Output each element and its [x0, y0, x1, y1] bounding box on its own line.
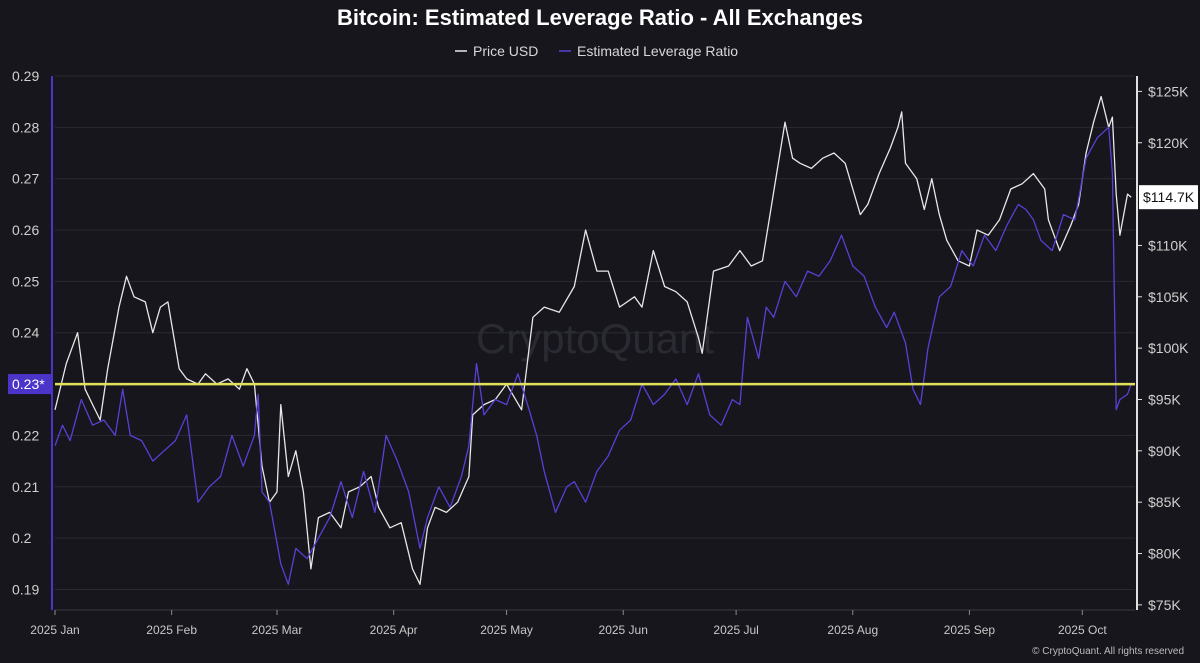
y-left-tick-label: 0.25 — [12, 273, 39, 289]
y-right-tick-label: $85K — [1148, 494, 1181, 510]
x-tick-label: 2025 Jul — [713, 623, 758, 637]
series-line-leverage — [54, 126, 1132, 585]
axes — [51, 76, 1138, 611]
chart-title: Bitcoin: Estimated Leverage Ratio - All … — [337, 5, 863, 30]
legend: Price USD Estimated Leverage Ratio — [455, 43, 738, 59]
legend-label-price: Price USD — [473, 43, 538, 59]
y-left-tick-label: 0.19 — [12, 581, 39, 597]
y-left-tick-label: 0.21 — [12, 479, 39, 495]
last-price-badge-label: $114.7K — [1143, 189, 1195, 205]
last-price-badge-bg — [1139, 185, 1198, 210]
y-right-ticks: $75K $80K $85K $90K $95K $100K $105K $110K $120K… — [1137, 83, 1189, 613]
y-right-tick-label: $90K — [1148, 443, 1181, 459]
y-left-tick-label: 0.24 — [12, 325, 39, 341]
y-right-tick-label: $75K — [1148, 597, 1181, 613]
y-right-tick-label: $100K — [1148, 340, 1189, 356]
y-right-tick-label: $120K — [1148, 135, 1189, 151]
y-left-tick-label: 0.2 — [12, 530, 32, 546]
x-tick-label: 2025 Aug — [827, 623, 878, 637]
x-tick-label: 2025 Jan — [30, 623, 79, 637]
y-right-tick-label: $125K — [1148, 83, 1189, 99]
x-tick-label: 2025 Oct — [1058, 623, 1107, 637]
reference-label: 0.23* — [12, 376, 45, 392]
y-right-tick-label: $110K — [1148, 237, 1188, 253]
y-left-tick-label: 0.29 — [12, 68, 39, 84]
y-right-tick-label: $95K — [1148, 391, 1181, 407]
watermark: CryptoQuant — [476, 315, 714, 362]
x-tick-label: 2025 Apr — [370, 623, 418, 637]
markers: $114.7K — [1139, 185, 1198, 210]
x-tick-label: 2025 Feb — [146, 623, 197, 637]
grid — [55, 75, 1135, 590]
y-left-tick-label: 0.22 — [12, 427, 39, 443]
y-right-tick-label: $80K — [1148, 546, 1181, 562]
reference-line-group: 0.23* — [8, 374, 1135, 395]
series-price — [54, 95, 1132, 585]
y-left-tick-label: 0.27 — [12, 171, 39, 187]
credit-text: © CryptoQuant. All rights reserved — [1032, 646, 1184, 657]
y-left-ticks: 0.19 0.2 0.21 0.22 0.24 0.25 0.26 0.27 0.28 0.29 — [12, 68, 39, 597]
y-left-tick-label: 0.26 — [12, 222, 39, 238]
x-tick-label: 2025 Sep — [944, 623, 996, 637]
x-tick-label: 2025 Mar — [252, 623, 303, 637]
legend-label-leverage: Estimated Leverage Ratio — [577, 43, 738, 59]
x-tick-label: 2025 May — [480, 623, 533, 637]
reference-label-bg — [8, 374, 52, 395]
series-leverage — [54, 126, 1132, 585]
y-right-tick-label: $105K — [1148, 289, 1189, 305]
x-ticks: 2025 Jan 2025 Feb 2025 Mar 2025 Apr 2025 May… — [30, 610, 1107, 637]
x-tick-label: 2025 Jun — [599, 623, 648, 637]
y-left-tick-label: 0.28 — [12, 119, 39, 135]
series-line-price — [54, 95, 1132, 585]
